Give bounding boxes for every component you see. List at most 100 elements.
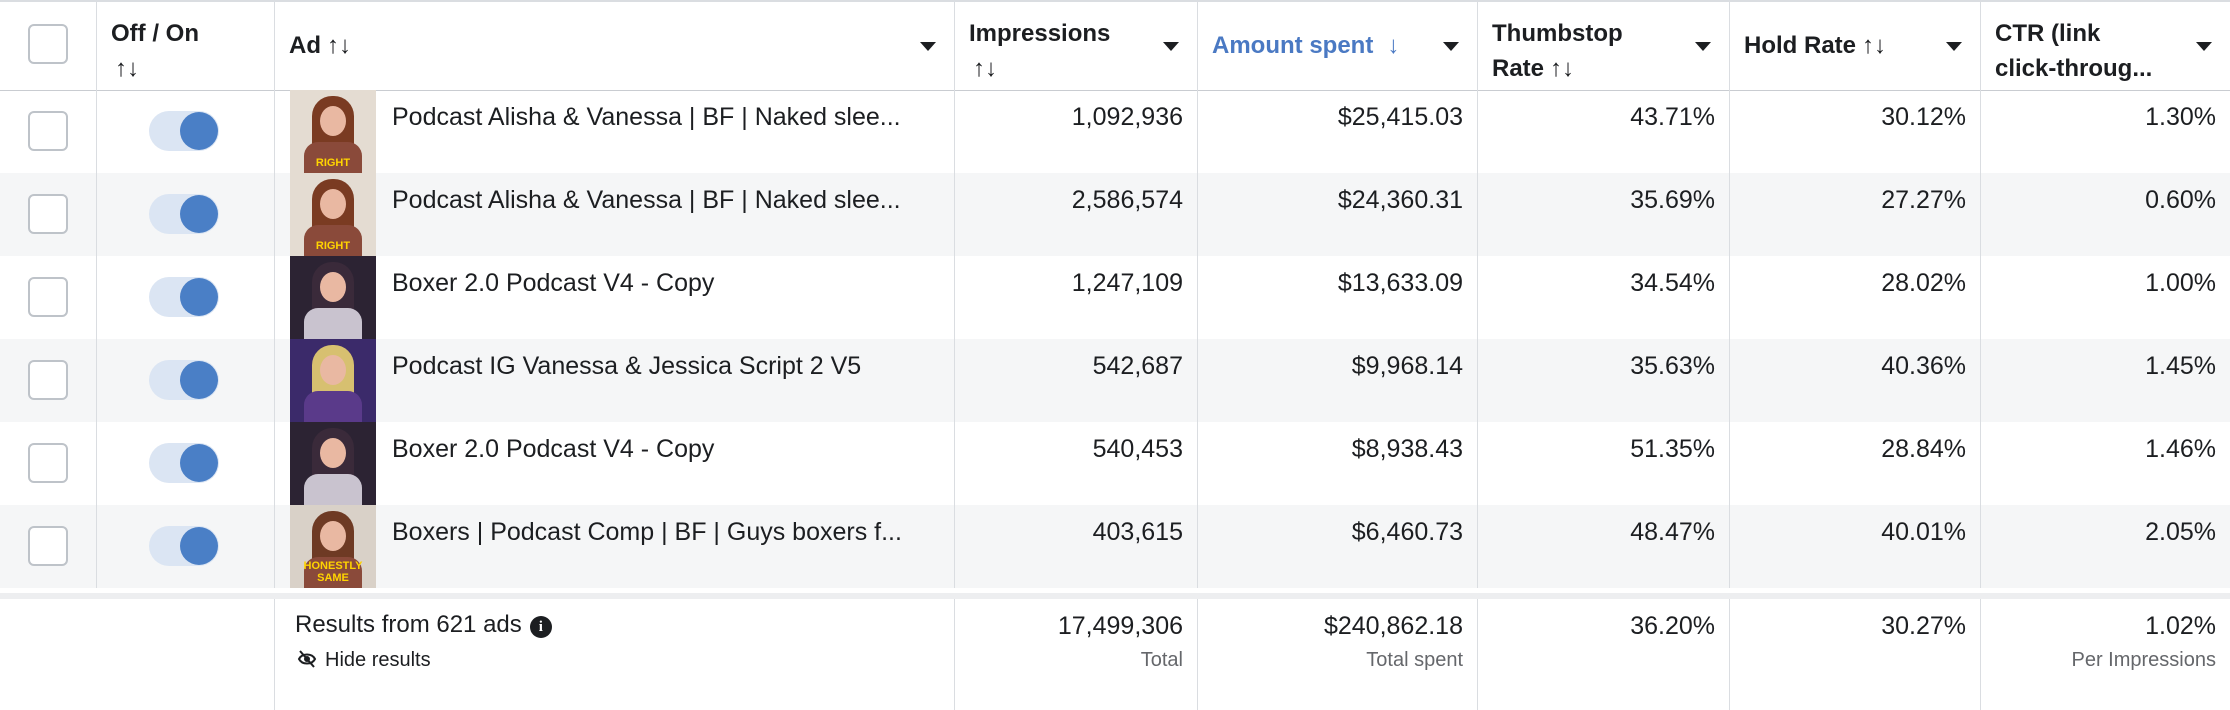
- header-impressions[interactable]: Impressions ↑↓: [955, 2, 1198, 90]
- row-checkbox[interactable]: [28, 360, 68, 400]
- sort-icon[interactable]: ↑↓: [1862, 32, 1887, 59]
- header-thumbstop[interactable]: Thumbstop Rate ↑↓: [1478, 2, 1730, 90]
- hold-rate-value: 30.12%: [1881, 103, 1966, 131]
- table-footer: Results from 621 ads i Hide results 17,49…: [0, 593, 2230, 710]
- table-row[interactable]: Boxer 2.0 Podcast V4 - Copy 540,453 $8,9…: [0, 422, 2230, 505]
- ad-toggle[interactable]: [149, 526, 219, 566]
- header-offon-label: Off / On: [111, 20, 199, 47]
- toggle-knob: [180, 112, 218, 150]
- ad-name-link[interactable]: Boxer 2.0 Podcast V4 - Copy: [392, 269, 715, 297]
- hold-rate-value: 28.84%: [1881, 435, 1966, 463]
- total-impressions-label: Total: [1140, 649, 1183, 671]
- column-dropdown-icon[interactable]: [1443, 42, 1459, 51]
- impressions-value: 1,247,109: [1071, 269, 1183, 297]
- header-impressions-label: Impressions: [969, 20, 1111, 47]
- amount-spent-value: $6,460.73: [1351, 518, 1463, 546]
- ad-name-link[interactable]: Boxer 2.0 Podcast V4 - Copy: [392, 435, 715, 463]
- ad-thumbnail[interactable]: [290, 339, 376, 422]
- header-thumbstop-label-1: Thumbstop: [1492, 20, 1623, 47]
- sort-icon[interactable]: ↑↓: [115, 55, 139, 82]
- info-icon[interactable]: i: [529, 616, 552, 638]
- ad-toggle[interactable]: [149, 111, 219, 151]
- total-amount-spent-label: Total spent: [1366, 649, 1463, 671]
- column-dropdown-icon[interactable]: [1946, 42, 1962, 51]
- eye-slash-icon: [297, 650, 317, 668]
- sort-icon[interactable]: ↑↓: [1550, 55, 1575, 82]
- impressions-value: 540,453: [1092, 435, 1183, 463]
- column-dropdown-icon[interactable]: [2196, 42, 2212, 51]
- ad-name-link[interactable]: Boxers | Podcast Comp | BF | Guys boxers…: [392, 518, 902, 546]
- toggle-knob: [180, 361, 218, 399]
- amount-spent-value: $25,415.03: [1337, 103, 1463, 131]
- ad-thumbnail[interactable]: [290, 256, 376, 339]
- row-checkbox[interactable]: [28, 194, 68, 234]
- amount-spent-value: $8,938.43: [1351, 435, 1463, 463]
- impressions-value: 1,092,936: [1071, 103, 1183, 131]
- thumbnail-caption: RIGHT: [315, 157, 351, 169]
- header-ctr[interactable]: CTR (link click-throug...: [1981, 2, 2230, 90]
- toggle-knob: [180, 527, 218, 565]
- sort-icon[interactable]: ↑↓: [327, 32, 351, 59]
- table-row[interactable]: RIGHT Podcast Alisha & Vanessa | BF | Na…: [0, 90, 2230, 173]
- impressions-value: 403,615: [1092, 518, 1183, 546]
- ctr-value: 0.60%: [2145, 186, 2216, 214]
- header-amount-spent[interactable]: Amount spent ↓: [1198, 2, 1478, 90]
- table-row[interactable]: RIGHT Podcast Alisha & Vanessa | BF | Na…: [0, 173, 2230, 256]
- hold-rate-value: 40.01%: [1881, 518, 1966, 546]
- ad-thumbnail[interactable]: HONESTLY SAME: [290, 505, 376, 588]
- results-count: Results from 621 ads: [295, 611, 522, 638]
- ad-name-link[interactable]: Podcast IG Vanessa & Jessica Script 2 V5: [392, 352, 862, 380]
- ad-name-link[interactable]: Podcast Alisha & Vanessa | BF | Naked sl…: [392, 186, 901, 214]
- header-hold-rate-label: Hold Rate: [1744, 32, 1857, 59]
- thumbstop-rate-value: 43.71%: [1630, 103, 1715, 131]
- table-row[interactable]: Podcast IG Vanessa & Jessica Script 2 V5…: [0, 339, 2230, 422]
- toggle-knob: [180, 195, 218, 233]
- amount-spent-value: $24,360.31: [1337, 186, 1463, 214]
- ctr-value: 2.05%: [2145, 518, 2216, 546]
- header-ad[interactable]: Ad ↑↓: [275, 2, 955, 90]
- row-checkbox[interactable]: [28, 526, 68, 566]
- ad-toggle[interactable]: [149, 360, 219, 400]
- ad-thumbnail[interactable]: RIGHT: [290, 173, 376, 256]
- header-ctr-label-2: click-throug...: [1995, 55, 2153, 82]
- ad-thumbnail[interactable]: [290, 422, 376, 505]
- sort-icon[interactable]: ↑↓: [973, 55, 997, 82]
- ad-name-link[interactable]: Podcast Alisha & Vanessa | BF | Naked sl…: [392, 103, 901, 131]
- thumbstop-rate-value: 35.63%: [1630, 352, 1715, 380]
- select-all-checkbox[interactable]: [28, 24, 68, 64]
- total-thumbstop-rate: 36.20%: [1630, 612, 1715, 640]
- header-amount-spent-label: Amount spent: [1212, 32, 1374, 59]
- toggle-knob: [180, 278, 218, 316]
- header-ctr-label-1: CTR (link: [1995, 20, 2101, 47]
- hold-rate-value: 28.02%: [1881, 269, 1966, 297]
- hold-rate-value: 40.36%: [1881, 352, 1966, 380]
- header-select-cell: [0, 2, 97, 90]
- row-checkbox[interactable]: [28, 111, 68, 151]
- row-checkbox[interactable]: [28, 443, 68, 483]
- header-offon[interactable]: Off / On ↑↓: [97, 2, 275, 90]
- thumbstop-rate-value: 51.35%: [1630, 435, 1715, 463]
- ad-toggle[interactable]: [149, 443, 219, 483]
- total-amount-spent: $240,862.18: [1323, 612, 1463, 640]
- total-ctr: 1.02%: [2145, 612, 2216, 640]
- header-thumbstop-label-2: Rate: [1492, 55, 1545, 82]
- impressions-value: 542,687: [1092, 352, 1183, 380]
- table-row[interactable]: Boxer 2.0 Podcast V4 - Copy 1,247,109 $1…: [0, 256, 2230, 339]
- hide-results-label: Hide results: [325, 649, 431, 671]
- total-hold-rate: 30.27%: [1881, 612, 1966, 640]
- sort-desc-icon[interactable]: ↓: [1387, 32, 1400, 59]
- ad-toggle[interactable]: [149, 194, 219, 234]
- table-row[interactable]: HONESTLY SAME Boxers | Podcast Comp | BF…: [0, 505, 2230, 588]
- ad-toggle[interactable]: [149, 277, 219, 317]
- header-hold-rate[interactable]: Hold Rate ↑↓: [1730, 2, 1981, 90]
- row-checkbox[interactable]: [28, 277, 68, 317]
- total-impressions: 17,499,306: [1057, 612, 1183, 640]
- ad-thumbnail[interactable]: RIGHT: [290, 90, 376, 173]
- column-dropdown-icon[interactable]: [920, 42, 936, 51]
- thumbstop-rate-value: 48.47%: [1630, 518, 1715, 546]
- hide-results-link[interactable]: Hide results: [297, 649, 431, 672]
- header-ad-label: Ad: [289, 32, 321, 59]
- column-dropdown-icon[interactable]: [1695, 42, 1711, 51]
- column-dropdown-icon[interactable]: [1163, 42, 1179, 51]
